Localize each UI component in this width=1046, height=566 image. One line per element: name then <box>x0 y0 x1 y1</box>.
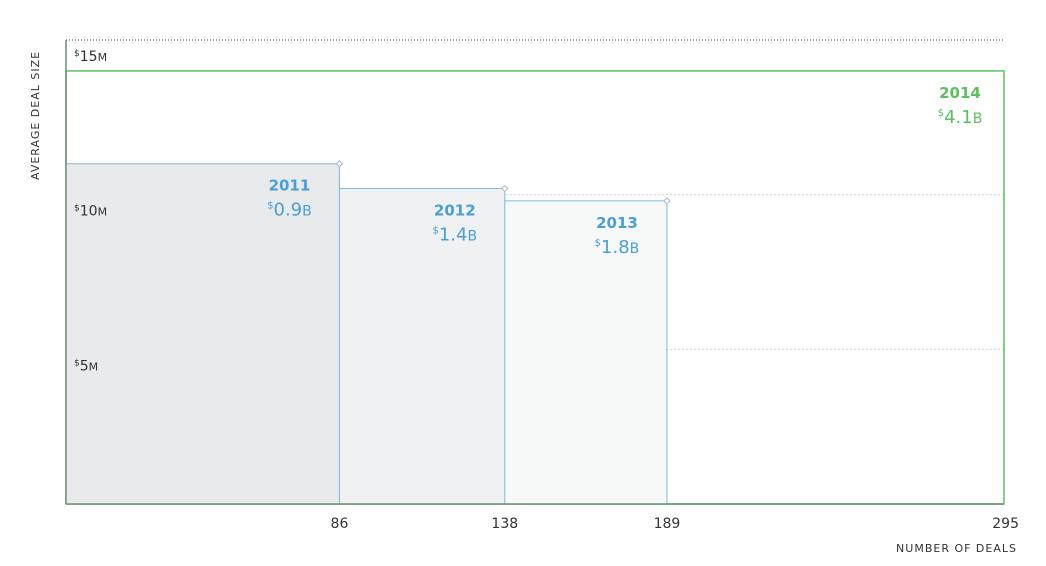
year-label-2011: 2011 <box>269 177 311 195</box>
year-label-2013: 2013 <box>596 214 638 232</box>
amount-label-2013: $1.8B <box>595 237 640 258</box>
year-rectangles <box>65 70 1005 505</box>
y-tick-label: $15M <box>74 49 107 65</box>
x-tick-label: 189 <box>654 516 681 532</box>
amount-label-2011: $0.9B <box>267 200 312 221</box>
year-label-2014: 2014 <box>939 84 981 102</box>
x-axis-label: NUMBER OF DEALS <box>896 542 1017 555</box>
rect-2011 <box>65 163 340 505</box>
amount-label-2012: $1.4B <box>432 224 477 245</box>
corner-marker-2013 <box>663 197 671 205</box>
corner-marker-2012 <box>501 184 509 193</box>
x-tick-label: 295 <box>992 516 1019 532</box>
year-label-2012: 2012 <box>434 201 476 219</box>
year-labels: 2011 $0.9B 2012 $1.4B 2013 $1.8B 2014 $4.1B <box>267 84 982 258</box>
y-tick-label: $5M <box>74 358 98 374</box>
y-tick-label: $10M <box>74 204 107 220</box>
corner-marker-2011 <box>335 160 344 168</box>
amount-label-2014: $4.1B <box>938 107 983 128</box>
x-tick-label: 86 <box>331 516 349 532</box>
axes: $5M $10M $15M 86 138 189 295 <box>65 40 1019 532</box>
x-tick-label: 138 <box>491 516 518 532</box>
y-axis-label: AVERAGE DEAL SIZE <box>29 51 42 180</box>
